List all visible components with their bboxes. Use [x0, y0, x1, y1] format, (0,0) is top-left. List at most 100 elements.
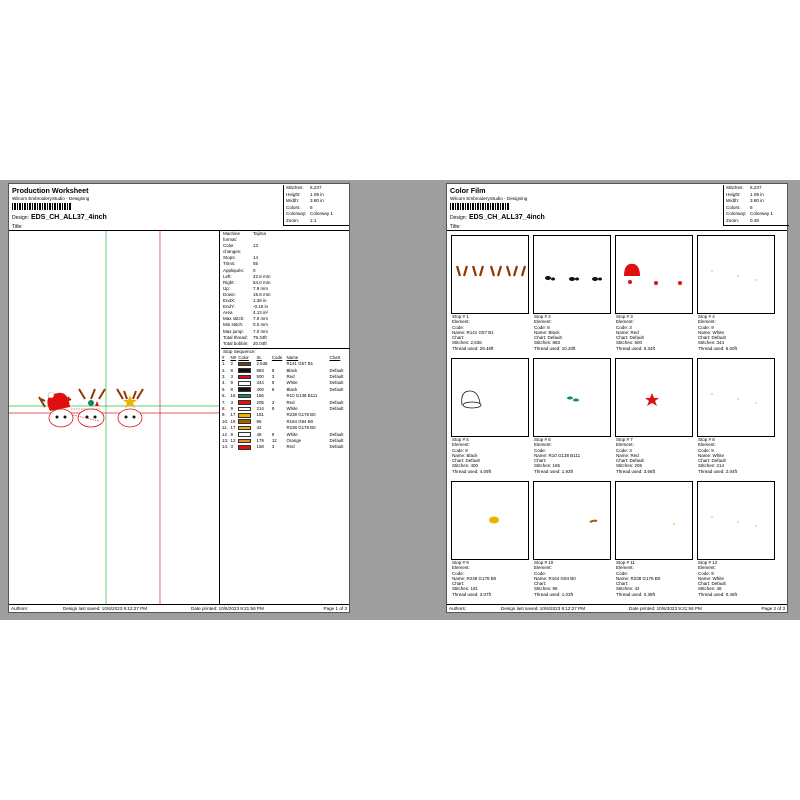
- stop-caption: Stop # 12 Element: Code: 9 Name: White Chart…: [698, 560, 738, 597]
- color-swatch: [238, 438, 252, 444]
- color-film-cell: Stop # 3 Element: Code: 3 Name: Red Chart: D…: [615, 235, 693, 351]
- stop-caption: Stop # 1 Element: Code: Name: R141 G57 B1 Ch…: [452, 314, 494, 351]
- page-footer: Authors: Design last saved: 10/6/2023 9:…: [9, 604, 349, 612]
- reindeer-group: [38, 388, 144, 428]
- footer-printed: Date printed: 10/6/2023 9:21:56 PM: [191, 606, 264, 611]
- machine-info-row: Down: 19.8 mm: [223, 291, 271, 297]
- page-title: Color Film: [450, 186, 486, 195]
- software-name: Wilcom EmbroideryStudio - Designing: [450, 196, 528, 201]
- machine-info-row: EndY: -0.15 in: [223, 304, 269, 310]
- col-header: Color: [238, 354, 249, 360]
- machine-info-row: Trims: 55: [223, 261, 259, 267]
- table-row: 11. 17 42 R238 G178 B0: [222, 425, 316, 431]
- title-label: Title:: [12, 224, 23, 230]
- stop-thumbnail: [697, 358, 775, 437]
- stop-thumbnail: [533, 235, 611, 314]
- color-film-cell: Stop # 12 Element: Code: 9 Name: White Chart…: [697, 481, 775, 597]
- stop-caption: Stop # 8 Element: Code: 9 Name: White Chart:…: [698, 437, 738, 474]
- page-header: Color Film Wilcom EmbroideryStudio - Des…: [447, 184, 789, 231]
- col-header: St.: [256, 354, 262, 360]
- stop-thumbnail: [451, 358, 529, 437]
- color-swatch: [238, 445, 252, 450]
- design-preview: [9, 231, 220, 605]
- table-row: 3. 3 500 3 Red Default: [222, 374, 344, 380]
- color-swatch: [238, 387, 252, 392]
- machine-info-row: Color changes: 13: [223, 243, 259, 255]
- stop-thumbnail: [697, 235, 775, 314]
- stop-caption: Stop # 10 Element: Code: Name: R164 G94 B0 C…: [534, 560, 576, 597]
- table-row: 4. 9 344 9 White Default: [222, 380, 344, 386]
- design-label: Design:: [450, 215, 467, 221]
- stop-caption: Stop # 6 Element: Code: Name: R10 G138 B111…: [534, 437, 581, 474]
- stat-row: Zoom: 0.48: [726, 217, 759, 223]
- stat-row: Stitches: 6,237: [286, 185, 322, 190]
- stop-caption: Stop # 9 Element: Code: Name: R238 G178 B0 C…: [452, 560, 497, 597]
- color-film-cell: Stop # 5 Element: Code: 8 Name: Black Chart:…: [451, 358, 529, 474]
- stat-row: Colors: 8: [286, 204, 313, 210]
- footer-saved: Design last saved: 10/6/2023 9:12:27 PM: [63, 606, 148, 611]
- machine-info-row: Stops: 14: [223, 255, 259, 261]
- design-line: Design: EDS_CH_ALL37_4inch: [450, 214, 545, 221]
- stop-caption: Stop # 2 Element: Code: 8 Name: Black Chart:…: [534, 314, 576, 351]
- machine-info-row: EndX: 1.38 in: [223, 298, 267, 304]
- stop-caption: Stop # 5 Element: Code: 8 Name: Black Chart:…: [452, 437, 492, 474]
- stop-caption: Stop # 4 Element: Code: 9 Name: White Chart:…: [698, 314, 738, 351]
- table-row: 10. 18 96 R164 G94 B0: [222, 418, 314, 424]
- table-row: 7. 3 205 3 Red Default: [222, 399, 344, 405]
- color-film-cell: Stop # 8 Element: Code: 9 Name: White Chart:…: [697, 358, 775, 474]
- stop-thumbnail: [533, 481, 611, 560]
- table-row: 13. 12 179 12 Orange Default: [222, 438, 344, 444]
- machine-info-row: Left: 42.6 mm: [223, 273, 271, 279]
- color-swatch: [238, 368, 252, 373]
- table-row: 6. 16 166 R10 G138 B111: [222, 393, 318, 399]
- stat-row: Colorway: Colorway 1: [726, 211, 773, 217]
- stop-thumbnail: [615, 235, 693, 314]
- stat-row: Colorway: Colorway 1: [286, 211, 333, 217]
- color-film-cell: Stop # 1 Element: Code: Name: R141 G57 B1 Ch…: [451, 235, 529, 351]
- title-label: Title:: [450, 224, 461, 230]
- color-swatch: [238, 393, 252, 399]
- color-film-cell: Stop # 2 Element: Code: 8 Name: Black Chart:…: [533, 235, 611, 351]
- design-stats: Stitches: 6,237 Height: 1.09 in Width: 3.80…: [283, 185, 349, 226]
- machine-info-row: Total thread: 79.34ft: [223, 334, 267, 340]
- machine-info-row: Area 4.13 in²: [223, 310, 269, 316]
- table-row: 9. 17 181 R238 G178 B0: [222, 412, 316, 418]
- stop-thumbnail: [697, 481, 775, 560]
- color-swatch: [238, 432, 252, 437]
- footer-page: Page 1 of 3: [323, 606, 348, 611]
- machine-info-panel: Machine format: Tajima Color changes: 13 Sto…: [221, 231, 350, 605]
- col-header: N#: [230, 354, 237, 360]
- stop-caption: Stop # 3 Element: Code: 3 Name: Red Chart: D…: [616, 314, 656, 351]
- stat-row: Height: 1.09 in: [286, 191, 324, 197]
- stop-thumbnail: [615, 358, 693, 437]
- machine-info-row: Max jump: 7.0 mm: [223, 328, 269, 334]
- stop-caption: Stop # 11 Element: Code: Name: R238 G178 B0…: [616, 560, 661, 597]
- page-header: Production Worksheet Wilcom EmbroiderySt…: [9, 184, 349, 231]
- footer-authors: Authors:: [449, 606, 467, 611]
- barcode-icon: [12, 203, 72, 210]
- stop-thumbnail: [451, 481, 529, 560]
- stop-sequence-table: # N# Color St. Code Name Chart 1. 2 2,636 R…: [222, 355, 349, 451]
- stat-row: Zoom: 1:1: [286, 217, 317, 223]
- color-film-cell: Stop # 11 Element: Code: Name: R238 G178 B0…: [615, 481, 693, 597]
- machine-format-list: Machine format: Tajima Color changes: 13 Sto…: [221, 231, 350, 347]
- footer-authors: Authors:: [11, 606, 29, 611]
- color-film-cell: Stop # 9 Element: Code: Name: R238 G178 B0 C…: [451, 481, 529, 597]
- color-film-cell: Stop # 7 Element: Code: 3 Name: Red Chart: D…: [615, 358, 693, 474]
- stop-sequence-title: Stop Sequence:: [221, 347, 350, 355]
- stop-thumbnail: [451, 235, 529, 314]
- design-artwork: [9, 231, 219, 605]
- machine-info-row: Total bobbin: 20.04ft: [223, 340, 267, 346]
- col-header: Chart: [329, 354, 341, 360]
- machine-info-row: Right: 54.0 mm: [223, 279, 271, 285]
- color-swatch: [238, 400, 252, 405]
- color-swatch: [238, 361, 252, 367]
- design-line: Design: EDS_CH_ALL37_4inch: [12, 214, 107, 221]
- page-footer: Authors: Design last saved: 10/6/2023 9:…: [447, 604, 787, 612]
- stat-row: Width: 3.80 in: [726, 198, 764, 204]
- stop-thumbnail: [615, 481, 693, 560]
- col-header: Name: [286, 354, 299, 360]
- footer-page: Page 2 of 3: [761, 606, 786, 611]
- color-swatch: [238, 406, 252, 412]
- machine-info-row: Max stitch: 7.0 mm: [223, 316, 269, 322]
